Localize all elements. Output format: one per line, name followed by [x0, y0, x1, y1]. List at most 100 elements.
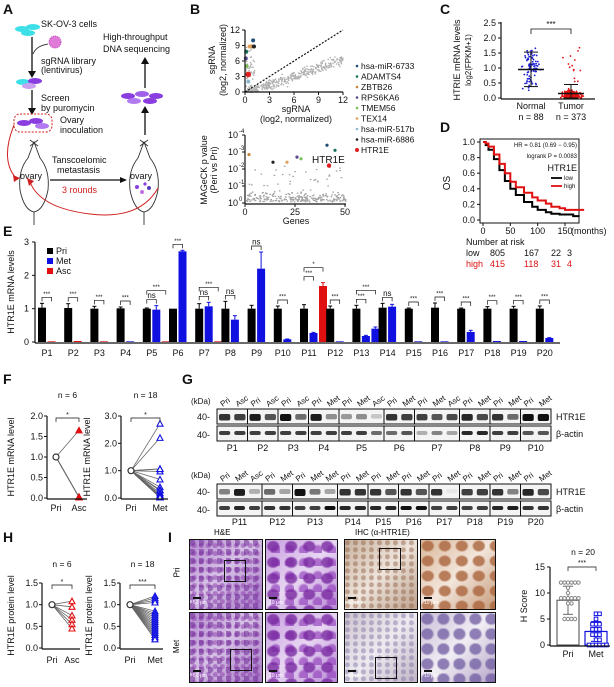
pair-line: [130, 470, 161, 480]
label-lentivirus: (lentivirus): [41, 65, 83, 75]
gene-point: [278, 200, 280, 202]
scatter-point: [250, 56, 253, 58]
highlight-point: [333, 148, 337, 152]
y-tick-label: 10: [228, 130, 238, 140]
scatter-point: [251, 66, 254, 69]
band: [249, 431, 261, 435]
x-tick-label: Asc: [64, 655, 80, 665]
scatter-point: [291, 79, 294, 82]
group-label: Normal: [516, 101, 545, 111]
data-point: [531, 63, 534, 66]
scatter-point: [280, 82, 283, 85]
met-point: [156, 464, 164, 473]
scatter-point: [263, 84, 265, 87]
band: [249, 414, 261, 421]
y-tick-label: 0.2: [462, 199, 475, 209]
gene-point: [303, 199, 306, 201]
legend-label: RPS6KA6: [361, 93, 400, 103]
band: [370, 506, 382, 510]
lane-label: Met: [537, 468, 554, 483]
scatter-point: [286, 80, 289, 83]
met-point: [156, 419, 164, 427]
bar-met: [152, 309, 161, 342]
gene-point: [264, 192, 267, 194]
scatter-point: [266, 86, 268, 89]
data-point: [573, 77, 576, 80]
data-point: [527, 77, 530, 80]
band: [264, 431, 276, 435]
scatter-point: [306, 71, 309, 73]
scatter-point: [275, 80, 278, 82]
gene-point: [290, 201, 292, 203]
scatter-point: [279, 76, 282, 79]
significance-bracket: [356, 289, 376, 295]
x-tick-label: P5: [146, 348, 157, 358]
y-tick-label: 0.5: [30, 473, 43, 483]
legend-label: high: [564, 184, 575, 190]
data-point: [559, 96, 562, 99]
scatter-point: [272, 80, 275, 83]
gene-point: [312, 197, 315, 199]
gene-point: [339, 169, 342, 172]
data-point: [579, 69, 582, 72]
gene-point: [296, 192, 299, 194]
data-point: [527, 86, 530, 89]
data-point: [562, 616, 567, 622]
band: [446, 506, 458, 510]
x-tick-label: 0: [242, 207, 247, 217]
gene-point: [322, 193, 324, 195]
bar-met: [309, 333, 318, 342]
data-point: [580, 95, 583, 98]
scatter-point: [320, 61, 322, 64]
band: [356, 431, 367, 435]
data-point: [604, 642, 609, 648]
data-point: [533, 53, 536, 56]
significance-label: ***: [279, 295, 287, 301]
y-axis-label: HTR1E mRNA level: [6, 417, 16, 496]
y-tick-label: 0.8: [462, 153, 475, 163]
lane-label: Pri: [219, 396, 232, 409]
lane-label: Asc: [264, 394, 280, 409]
band: [476, 506, 488, 510]
data-point: [527, 89, 530, 92]
gene-point: [259, 195, 262, 197]
data-point: [562, 580, 567, 585]
gene-point: [344, 199, 347, 201]
data-point: [526, 73, 529, 76]
gene-point: [306, 197, 308, 200]
x-tick-label: 3: [267, 95, 272, 105]
scatter-point: [253, 69, 256, 72]
y-axis-label-2: (log2, normalized): [218, 24, 228, 96]
label-dna-sequencing: DNA sequencing: [103, 44, 170, 54]
band: [537, 489, 549, 496]
data-point: [524, 82, 526, 85]
met-point: [68, 624, 76, 632]
scatter-point: [248, 90, 251, 92]
gene-point: [271, 200, 273, 202]
lane-label: Pri: [431, 471, 444, 484]
lane-label: Met: [537, 393, 554, 408]
gene-point: [302, 189, 305, 191]
gene-point: [314, 197, 316, 199]
mw-label: 40-: [197, 430, 210, 440]
x-axis-label: (months): [571, 226, 607, 236]
scatter-point: [248, 67, 251, 69]
significance-label: ***: [305, 271, 313, 277]
pair-line: [129, 604, 156, 640]
scatter-point: [276, 84, 278, 86]
significance-label: ns: [252, 238, 260, 247]
bar-pri: [457, 308, 466, 342]
scatter-point: [323, 66, 325, 68]
data-point: [569, 596, 574, 601]
data-point: [590, 621, 595, 627]
lane-label: Pri: [280, 396, 293, 409]
n-label: n = 6: [52, 559, 71, 569]
scatter-point: [274, 78, 277, 81]
gene-point: [248, 199, 251, 201]
scatter-point: [335, 63, 338, 65]
scatter-point: [261, 86, 264, 89]
data-point: [531, 60, 534, 63]
scale-bar-label: 10 μm: [424, 673, 438, 679]
band: [219, 414, 231, 421]
